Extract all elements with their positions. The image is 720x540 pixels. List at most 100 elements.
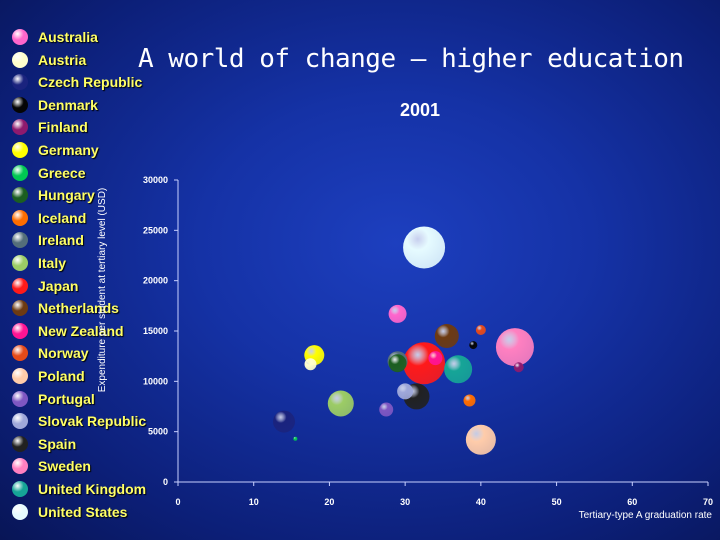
legend-label: Finland xyxy=(38,119,88,136)
legend-item-norway: Norway xyxy=(8,342,89,364)
legend-label: Iceland xyxy=(38,209,87,226)
legend-label: Greece xyxy=(38,164,86,181)
y-tick-label: 25000 xyxy=(143,225,168,235)
x-tick-label: 20 xyxy=(324,497,334,507)
legend-item-czech-republic: Czech Republic xyxy=(8,71,142,93)
bubble-netherlands xyxy=(434,324,459,349)
legend-label: Japan xyxy=(38,277,79,294)
legend-item-slovak-republic: Slovak Republic xyxy=(8,410,146,432)
x-tick-label: 50 xyxy=(552,497,562,507)
legend-label: Sweden xyxy=(38,458,91,475)
legend-swatch xyxy=(12,300,28,317)
legend-label: Spain xyxy=(38,435,77,452)
chart-title: A world of change – higher education xyxy=(138,44,684,74)
legend-item-new-zealand: New Zealand xyxy=(8,320,124,342)
bubble-austria xyxy=(304,358,317,371)
bubble-iceland xyxy=(463,394,476,407)
x-tick-label: 30 xyxy=(400,497,410,507)
bubble-greece xyxy=(293,436,298,441)
legend-item-sweden: Sweden xyxy=(8,455,91,477)
y-tick-label: 0 xyxy=(163,477,168,487)
y-tick-label: 10000 xyxy=(143,376,168,386)
bubble-norway xyxy=(475,324,486,335)
legend-swatch xyxy=(12,481,28,497)
legend-item-iceland: Iceland xyxy=(8,207,86,229)
legend-swatch xyxy=(12,187,28,204)
legend-label: Italy xyxy=(38,255,67,271)
legend-label: New Zealand xyxy=(38,322,124,339)
legend-item-netherlands: Netherlands xyxy=(8,297,119,319)
bubble-italy xyxy=(327,390,354,417)
legend-swatch xyxy=(12,119,28,136)
x-tick-label: 40 xyxy=(476,497,486,507)
axes: 0 5000 10000 15000 20000 25000 30000 0 10 20 30 40 5… xyxy=(143,175,713,507)
legend-swatch xyxy=(12,96,28,113)
legend-swatch xyxy=(12,322,28,339)
legend-item-japan: Japan xyxy=(8,275,78,297)
x-tick-label: 0 xyxy=(175,497,180,507)
legend-swatch xyxy=(12,142,28,158)
legend-item-poland: Poland xyxy=(8,365,85,387)
chart-subtitle: 2001 xyxy=(400,100,441,120)
legend-swatch xyxy=(12,368,28,384)
legend-label: Australia xyxy=(38,29,98,45)
x-tick-label: 60 xyxy=(627,497,637,507)
legend-item-denmark: Denmark xyxy=(8,94,98,116)
bubble-finland xyxy=(513,362,524,373)
legend-label: United Kingdom xyxy=(38,481,147,497)
legend-label: Denmark xyxy=(38,96,98,113)
bubble-new-zealand xyxy=(428,351,443,366)
bubble-slovak-republic xyxy=(397,383,414,400)
legend-swatch xyxy=(12,345,28,362)
bubble-czech-republic xyxy=(273,410,295,433)
bubble-portugal xyxy=(379,402,394,417)
legend-label: Poland xyxy=(38,368,85,384)
legend-swatch xyxy=(12,255,28,271)
legend-item-united-kingdom: United Kingdom xyxy=(8,478,146,500)
legend-item-portugal: Portugal xyxy=(8,388,95,410)
y-tick-label: 20000 xyxy=(143,276,168,286)
legend-swatch xyxy=(12,435,28,452)
legend-swatch xyxy=(12,74,28,91)
legend-label: Hungary xyxy=(38,187,95,204)
legend-label: Norway xyxy=(38,345,89,362)
y-tick-label: 30000 xyxy=(143,175,168,185)
bubble-united-kingdom xyxy=(444,355,473,384)
bubbles xyxy=(273,226,534,455)
legend-label: Slovak Republic xyxy=(38,413,147,430)
y-tick-label: 15000 xyxy=(143,326,168,336)
legend-item-united-states: United States xyxy=(8,501,127,523)
legend-label: Austria xyxy=(38,51,87,68)
x-tick-label: 70 xyxy=(703,497,713,507)
legend-label: United States xyxy=(38,503,128,520)
legend-swatch xyxy=(12,51,28,68)
legend-item-ireland: Ireland xyxy=(8,229,84,251)
legend-item-hungary: Hungary xyxy=(8,184,95,206)
legend-item-germany: Germany xyxy=(8,139,99,161)
legend-swatch xyxy=(12,232,28,249)
legend-swatch xyxy=(12,209,28,226)
legend-item-spain: Spain xyxy=(8,433,76,455)
legend-swatch xyxy=(12,29,28,45)
legend-item-greece: Greece xyxy=(8,162,85,184)
legend-swatch xyxy=(12,390,28,407)
legend-item-finland: Finland xyxy=(8,116,88,138)
legend-label: Netherlands xyxy=(38,300,119,317)
legend-label: Germany xyxy=(38,142,99,158)
legend-item-italy: Italy xyxy=(8,252,66,274)
legend-swatch xyxy=(12,277,28,294)
legend-item-australia: Australia xyxy=(8,26,98,48)
legend-item-austria: Austria xyxy=(8,49,86,71)
legend-swatch xyxy=(12,503,28,520)
bubble-poland xyxy=(465,424,496,455)
x-tick-label: 10 xyxy=(249,497,259,507)
bubble-australia xyxy=(388,304,407,323)
x-axis-label: Tertiary-type A graduation rate xyxy=(578,510,712,521)
bubble-denmark xyxy=(469,341,478,350)
legend-label: Portugal xyxy=(38,390,95,407)
legend-swatch xyxy=(12,458,28,475)
bubble-united-states xyxy=(403,226,446,269)
legend-label: Ireland xyxy=(38,232,84,249)
bubble-hungary xyxy=(388,354,407,373)
